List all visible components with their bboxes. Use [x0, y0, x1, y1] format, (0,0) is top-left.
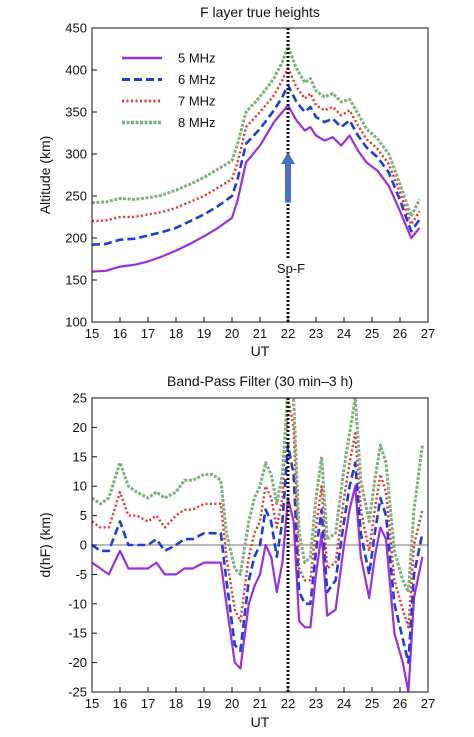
bandpass-chart-title: Band-Pass Filter (30 min–3 h)	[167, 373, 353, 389]
bandpass-y-axis-label: d(hF) (km)	[37, 512, 53, 577]
sp-f-label-bg	[278, 260, 304, 276]
altitude-y-tick-label: 450	[65, 21, 87, 36]
altitude-x-tick-label: 17	[141, 326, 155, 341]
bandpass-y-tick-label: 0	[80, 538, 87, 553]
altitude-series-8-mhz	[92, 45, 421, 218]
altitude-y-tick-label: 350	[65, 105, 87, 120]
altitude-x-tick-label: 24	[337, 326, 351, 341]
altitude-x-axis-label: UT	[251, 343, 270, 359]
altitude-x-tick-label: 23	[309, 326, 323, 341]
altitude-plot-frame	[91, 27, 429, 323]
altitude-x-tick-label: 25	[365, 326, 379, 341]
altitude-y-tick-label: 300	[65, 147, 87, 162]
bandpass-series-7-mhz	[92, 398, 424, 629]
bandpass-series-group	[92, 398, 424, 692]
bandpass-y-tick-label: 5	[80, 508, 87, 523]
legend-label-5-mhz: 5 MHz	[178, 51, 216, 66]
bandpass-axis-ticks: 15 16 17 18 19 20 21 22 23 24 25 26 27 -25 -20 -15 -10 -5…	[68, 391, 435, 712]
bandpass-series-8-mhz	[92, 398, 424, 594]
altitude-y-tick-label: 400	[65, 63, 87, 78]
altitude-x-tick-label: 20	[225, 326, 239, 341]
bandpass-x-tick-label: 16	[113, 696, 127, 711]
altitude-y-axis-label: Altitude (km)	[37, 136, 53, 215]
bandpass-x-tick-label: 27	[421, 696, 435, 711]
bandpass-y-tick-label: -10	[68, 596, 87, 611]
altitude-x-tick-label: 15	[85, 326, 99, 341]
bandpass-series-6-mhz	[92, 443, 424, 664]
sp-f-label: Sp-F	[277, 261, 305, 276]
altitude-series-group	[92, 45, 421, 273]
altitude-x-tick-label: 21	[253, 326, 267, 341]
altitude-x-tick-label: 27	[421, 326, 435, 341]
altitude-y-tick-label: 250	[65, 189, 87, 204]
bandpass-y-tick-label: -20	[68, 655, 87, 670]
altitude-y-tick-label: 150	[65, 273, 87, 288]
bandpass-x-tick-label: 21	[253, 696, 267, 711]
altitude-x-tick-label: 16	[113, 326, 127, 341]
bandpass-x-tick-label: 19	[197, 696, 211, 711]
bandpass-x-tick-label: 15	[85, 696, 99, 711]
altitude-series-5-mhz	[92, 104, 421, 273]
bandpass-y-tick-label: 10	[73, 479, 87, 494]
bandpass-x-tick-label: 25	[365, 696, 379, 711]
sp-f-arrow-head	[281, 152, 295, 164]
bandpass-chart: Band-Pass Filter (30 min–3 h) 15 16 17 18 19…	[37, 373, 435, 730]
bandpass-x-tick-label: 22	[281, 696, 295, 711]
bandpass-y-tick-label: 20	[73, 420, 87, 435]
bandpass-series-5-mhz	[92, 485, 424, 692]
bandpass-y-tick-label: -5	[75, 567, 87, 582]
altitude-x-tick-label: 22	[281, 326, 295, 341]
legend-label-6-mhz: 6 MHz	[178, 72, 216, 87]
bandpass-y-tick-label: 25	[73, 391, 87, 406]
legend-label-7-mhz: 7 MHz	[178, 94, 216, 109]
altitude-legend: 5 MHz 6 MHz 7 MHz 8 MHz	[122, 51, 216, 130]
altitude-x-tick-label: 19	[197, 326, 211, 341]
bandpass-x-tick-label: 20	[225, 696, 239, 711]
bandpass-y-tick-label: -25	[68, 685, 87, 700]
altitude-series-7-mhz	[92, 67, 421, 226]
altitude-y-tick-label: 100	[65, 315, 87, 330]
bandpass-x-tick-label: 17	[141, 696, 155, 711]
bandpass-x-tick-label: 26	[393, 696, 407, 711]
legend-label-8-mhz: 8 MHz	[178, 115, 216, 130]
altitude-chart: F layer true heights Sp-F 15 16 17 18 19 20 21…	[37, 4, 435, 359]
altitude-y-tick-label: 200	[65, 231, 87, 246]
bandpass-x-axis-label: UT	[251, 714, 270, 730]
altitude-chart-title: F layer true heights	[200, 4, 320, 20]
altitude-x-tick-label: 18	[169, 326, 183, 341]
altitude-x-tick-label: 26	[393, 326, 407, 341]
bandpass-x-tick-label: 18	[169, 696, 183, 711]
bandpass-x-tick-label: 23	[309, 696, 323, 711]
altitude-series-6-mhz	[92, 83, 421, 246]
bandpass-y-tick-label: -15	[68, 626, 87, 641]
altitude-axis-ticks: 15 16 17 18 19 20 21 22 23 24 25 26 27 100 150 200 250 30…	[65, 21, 435, 342]
bandpass-y-tick-label: 15	[73, 449, 87, 464]
bandpass-x-tick-label: 24	[337, 696, 351, 711]
